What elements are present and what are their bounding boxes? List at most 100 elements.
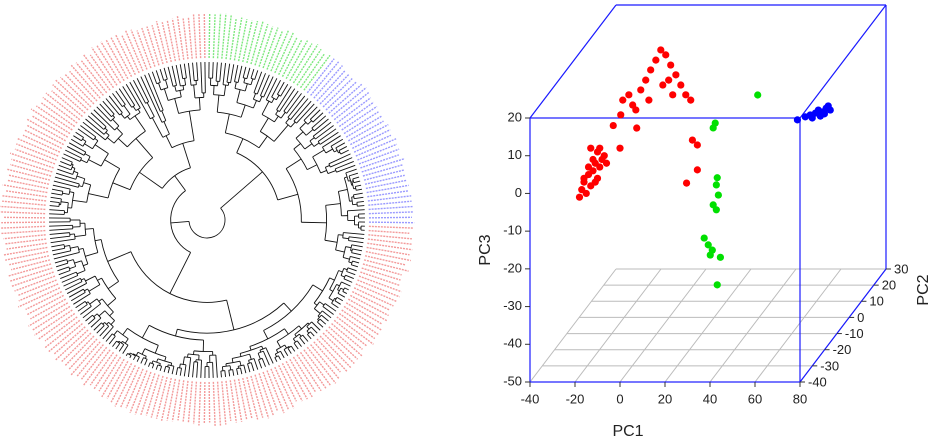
branch — [284, 329, 288, 334]
leaf-label — [27, 125, 63, 144]
branch — [307, 327, 309, 329]
branch — [130, 82, 151, 119]
branch — [81, 160, 87, 163]
branch — [278, 356, 280, 360]
leaf-label — [275, 32, 294, 73]
point — [754, 91, 761, 98]
branch-arc — [131, 252, 227, 303]
leaf-label — [279, 37, 297, 74]
point — [596, 163, 603, 170]
branch — [288, 348, 291, 353]
leaf-label — [0, 212, 45, 214]
branch — [227, 300, 234, 330]
branch — [244, 78, 245, 82]
branch — [313, 285, 323, 291]
leaf-label — [115, 365, 135, 406]
branch — [108, 281, 118, 288]
branch — [354, 181, 360, 183]
branch — [336, 165, 355, 172]
branch — [310, 332, 314, 336]
branch — [307, 335, 311, 339]
branch — [77, 176, 85, 179]
branch — [299, 326, 302, 329]
branch — [329, 154, 351, 164]
leaf-label — [368, 235, 412, 239]
branch — [294, 343, 298, 349]
branch — [55, 177, 79, 184]
branch — [53, 185, 70, 189]
branch — [288, 96, 305, 117]
box-edge — [800, 269, 886, 382]
branch — [247, 68, 250, 79]
branch — [155, 345, 158, 353]
branch — [253, 101, 256, 108]
branch — [213, 362, 214, 378]
branch — [291, 346, 295, 351]
leaf-label — [43, 97, 77, 123]
branch — [170, 252, 191, 293]
branch — [85, 253, 98, 257]
y-axis-title: PC2 — [915, 274, 932, 305]
y-tick-label: -30 — [820, 358, 839, 373]
point — [616, 145, 623, 152]
branch — [113, 119, 119, 126]
point — [592, 179, 599, 186]
leaf-label — [162, 22, 171, 62]
leaf-label — [213, 382, 215, 427]
y-tick-label: 30 — [894, 261, 908, 276]
branch — [330, 278, 335, 280]
branch — [159, 83, 161, 90]
point — [583, 190, 590, 197]
leaf-label — [352, 292, 389, 310]
branch — [281, 351, 285, 358]
point — [717, 254, 724, 261]
branch — [281, 112, 285, 118]
branch — [307, 331, 309, 333]
branch — [260, 96, 262, 101]
branch — [337, 297, 343, 300]
branch — [260, 118, 268, 131]
leaf-label — [111, 363, 131, 402]
leaf-label — [350, 295, 388, 315]
leaf-label — [369, 222, 414, 223]
point — [794, 116, 801, 123]
branch — [75, 235, 86, 236]
leaf-label — [34, 310, 72, 335]
branch — [232, 358, 233, 362]
branch — [168, 367, 169, 373]
branch — [50, 233, 70, 235]
branch — [176, 368, 177, 375]
floor-grid-line — [710, 269, 796, 382]
branch — [84, 144, 92, 149]
leaf-label — [11, 260, 50, 270]
leaf-label — [286, 361, 307, 399]
branch — [69, 289, 83, 297]
branch — [152, 364, 154, 368]
branch — [346, 169, 357, 173]
branch — [341, 276, 345, 278]
branch — [119, 345, 123, 352]
leaf-label — [368, 201, 411, 205]
leaf-label — [7, 169, 50, 180]
leaf-label — [282, 40, 301, 77]
branch — [109, 336, 115, 344]
point — [619, 97, 626, 104]
branch — [235, 82, 236, 88]
branch — [355, 185, 361, 186]
leaf-label — [18, 288, 60, 307]
branch — [59, 271, 70, 275]
branch — [320, 302, 324, 305]
branch — [90, 299, 97, 304]
branch — [80, 125, 95, 136]
branch — [180, 90, 181, 97]
branch — [284, 303, 291, 311]
branch — [253, 93, 255, 99]
dendrogram — [0, 13, 414, 427]
leaf-label — [368, 196, 411, 201]
leaf-label — [4, 217, 45, 218]
y-tick-label: -10 — [845, 326, 864, 341]
branch — [71, 292, 85, 300]
branch — [139, 172, 162, 188]
leaf-label — [247, 21, 258, 63]
branch — [183, 357, 184, 365]
